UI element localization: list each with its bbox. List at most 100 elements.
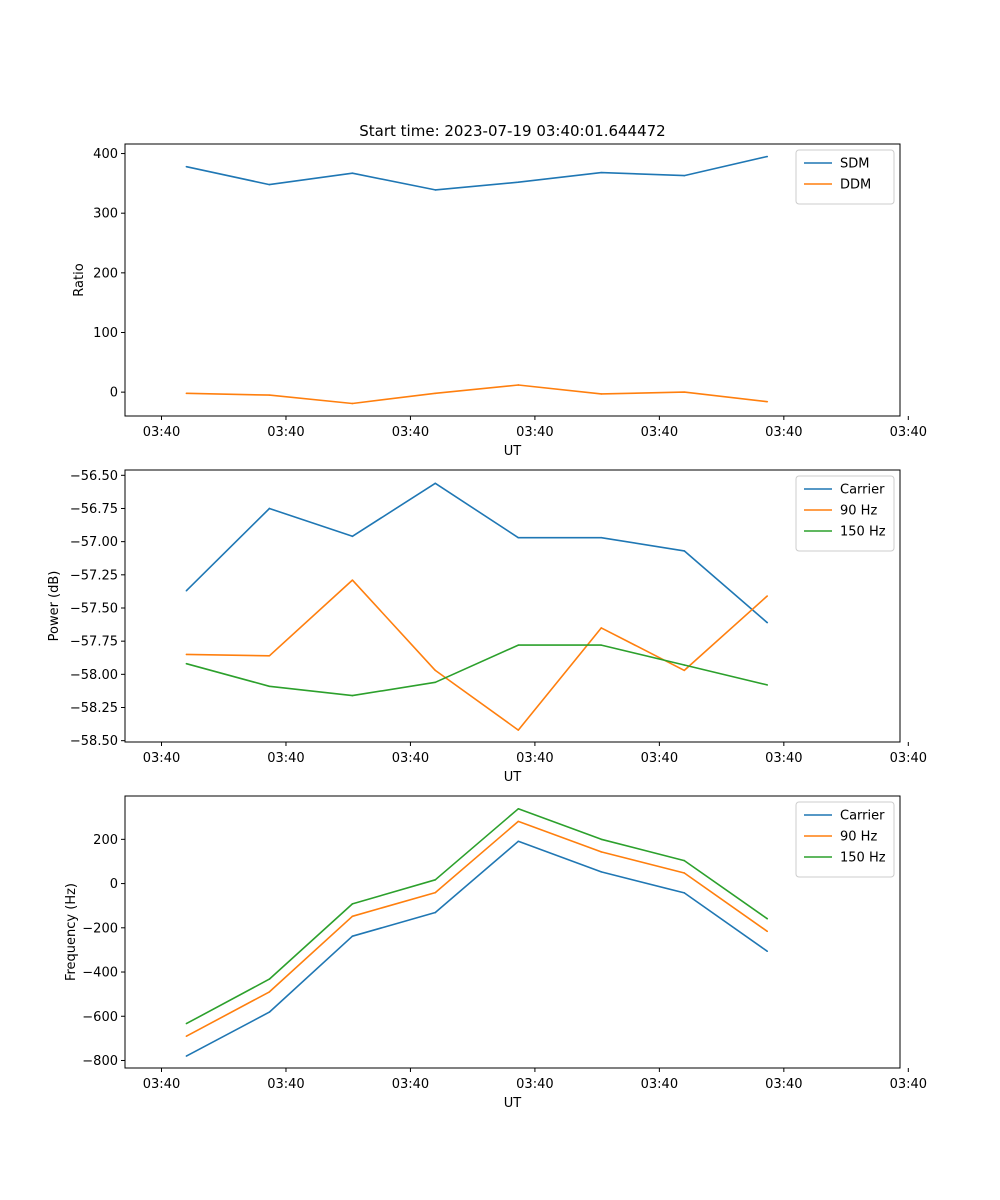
data-point-ddm (351, 402, 354, 405)
subplot-2: 03:40 03:40 03:40 03:40 03:40 03:40 03:40 −56.5… (47, 469, 927, 785)
data-point-carrier (766, 621, 769, 624)
series-line-90-hz (186, 579, 768, 731)
x-tick-label: 03:40 (267, 1077, 304, 1092)
x-tick-label: 03:40 (765, 1077, 802, 1092)
x-tick-label: 03:40 (765, 751, 802, 766)
y-tick-label: 300 (93, 207, 118, 222)
data-point-90-hz (351, 915, 354, 918)
legend: Carrier 90 Hz 150 Hz (795, 801, 895, 878)
data-point-90-hz (517, 729, 520, 731)
data-point-ddm (600, 393, 603, 395)
x-axis-label: UT (504, 444, 522, 459)
data-point-sdm (517, 181, 520, 183)
y-tick-label: 0 (110, 386, 118, 401)
y-tick-label: −800 (82, 1054, 118, 1069)
y-tick-label: −56.50 (70, 469, 118, 484)
data-point-carrier (517, 536, 520, 539)
data-point-90-hz (268, 991, 271, 993)
x-tick-label: 03:40 (392, 425, 429, 440)
data-point-90-hz (185, 1035, 188, 1037)
series-line-carrier (186, 840, 768, 1057)
x-axis-label: UT (504, 770, 522, 785)
x-tick-label: 03:40 (516, 425, 553, 440)
y-tick-label: −58.50 (70, 734, 118, 749)
data-point-sdm (434, 189, 437, 191)
data-point-sdm (600, 171, 603, 174)
legend-frame (795, 475, 895, 552)
data-point-90-hz (434, 669, 437, 672)
legend: Carrier 90 Hz 150 Hz (795, 475, 895, 552)
data-point-150-hz (268, 978, 271, 980)
x-tick-label: 03:40 (267, 751, 304, 766)
data-point-90-hz (683, 872, 686, 874)
legend-frame (795, 801, 895, 878)
figure-title: Start time: 2023-07-19 03:40:01.644472 (359, 122, 665, 140)
data-point-150-hz (185, 662, 188, 665)
data-point-carrier (268, 507, 271, 510)
data-point-90-hz (517, 820, 520, 823)
data-point-carrier (434, 482, 437, 485)
data-point-90-hz (600, 627, 603, 629)
data-point-150-hz (517, 808, 520, 810)
legend-label: DDM (840, 178, 871, 193)
legend-label: Carrier (840, 483, 885, 498)
data-point-carrier (683, 892, 686, 894)
y-tick-label: 100 (93, 326, 118, 341)
data-point-150-hz (434, 681, 437, 684)
data-point-90-hz (600, 851, 603, 853)
x-tick-label: 03:40 (143, 751, 180, 766)
x-tick-label: 03:40 (765, 425, 802, 440)
data-point-150-hz (517, 644, 520, 646)
x-tick-label: 03:40 (516, 751, 553, 766)
axes-frame (124, 469, 901, 743)
data-point-90-hz (434, 891, 437, 894)
data-point-carrier (351, 535, 354, 538)
subplot-3: 03:40 03:40 03:40 03:40 03:40 03:40 03:40 200 0 −… (64, 795, 927, 1111)
data-point-150-hz (766, 917, 769, 920)
y-tick-label: −58.25 (70, 701, 118, 716)
y-tick-label: 200 (93, 833, 118, 848)
subplot-1: 03:40 03:40 03:40 03:40 03:40 03:40 03:40 0 100 2… (72, 143, 927, 459)
data-point-carrier (351, 935, 354, 938)
data-point-90-hz (268, 654, 271, 657)
data-point-carrier (600, 536, 603, 539)
data-point-150-hz (351, 903, 354, 905)
legend: SDM DDM (795, 149, 895, 205)
series-line-carrier (185, 482, 768, 624)
data-point-carrier (766, 950, 769, 953)
axes-frame (124, 143, 901, 417)
x-tick-label: 03:40 (890, 1077, 927, 1092)
data-point-carrier (434, 911, 437, 914)
data-point-ddm (268, 394, 271, 396)
y-tick-label: −200 (82, 921, 118, 936)
y-axis-label: Ratio (72, 263, 87, 296)
y-tick-label: −58.00 (70, 668, 118, 683)
data-point-150-hz (185, 1022, 188, 1025)
data-point-sdm (683, 174, 686, 177)
x-tick-label: 03:40 (890, 425, 927, 440)
x-tick-label: 03:40 (392, 1077, 429, 1092)
data-point-150-hz (268, 685, 271, 688)
x-tick-label: 03:40 (641, 1077, 678, 1092)
y-tick-label: −57.25 (70, 568, 118, 583)
y-tick-label: −400 (82, 966, 118, 981)
data-point-150-hz (683, 859, 686, 862)
data-point-ddm (517, 384, 520, 386)
y-tick-label: −57.75 (70, 635, 118, 650)
series-line-sdm (186, 155, 768, 191)
data-point-ddm (434, 392, 437, 395)
data-point-sdm (766, 155, 769, 158)
y-tick-label: −600 (82, 1010, 118, 1025)
data-point-ddm (185, 392, 188, 395)
y-tick-label: −56.75 (70, 502, 118, 517)
x-tick-label: 03:40 (143, 1077, 180, 1092)
data-point-carrier (268, 1011, 271, 1013)
x-tick-label: 03:40 (392, 751, 429, 766)
x-axis-label: UT (504, 1096, 522, 1111)
y-axis-label: Power (dB) (47, 571, 62, 642)
data-point-carrier (517, 840, 520, 843)
data-point-90-hz (683, 669, 686, 672)
data-point-90-hz (766, 595, 769, 597)
subplots: 03:40 03:40 03:40 03:40 03:40 03:40 03:40 0 100 2… (47, 143, 927, 1111)
data-point-ddm (683, 391, 686, 393)
